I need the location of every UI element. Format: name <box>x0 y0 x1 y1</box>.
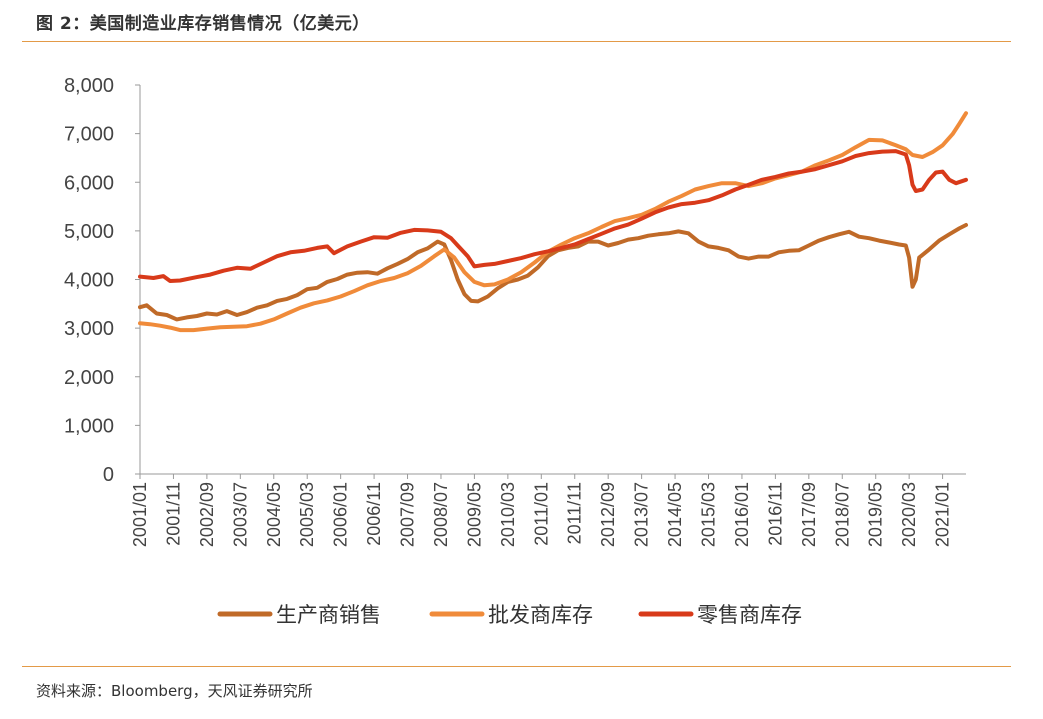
x-tick-label: 2019/05 <box>866 482 886 547</box>
y-tick-label: 8,000 <box>64 75 114 97</box>
x-tick-label: 2004/05 <box>264 482 284 547</box>
x-tick-label: 2018/07 <box>832 482 852 547</box>
x-tick-label: 2013/07 <box>632 482 652 547</box>
series-line-1 <box>138 223 968 322</box>
legend-label-1: 生产商销售 <box>276 603 381 627</box>
x-tick-label: 2016/01 <box>732 482 752 547</box>
x-tick-label: 2021/01 <box>933 482 953 547</box>
x-tick-label: 2015/03 <box>699 482 719 547</box>
x-axis: 2001/01 2001/11 2002/09 2003/07 2004/05 2005/… <box>130 473 966 547</box>
x-tick-label: 2007/09 <box>398 482 418 547</box>
x-tick-label: 2011/11 <box>565 482 585 544</box>
y-tick-label: 0 <box>103 464 114 486</box>
series-line-2 <box>138 111 968 333</box>
x-tick-label: 2009/05 <box>464 482 484 547</box>
source-note: 资料来源：Bloomberg，天风证券研究所 <box>36 682 313 700</box>
y-tick-label: 2,000 <box>64 367 114 389</box>
y-tick-label: 1,000 <box>64 415 114 437</box>
legend-label-2: 批发商库存 <box>488 603 593 627</box>
x-tick-label: 2012/09 <box>598 482 618 547</box>
x-tick-label: 2002/09 <box>197 482 217 547</box>
source-divider <box>22 666 1011 667</box>
y-tick-label: 3,000 <box>64 318 114 340</box>
x-tick-label: 2006/11 <box>364 482 384 546</box>
x-tick-label: 2010/03 <box>498 482 518 547</box>
x-tick-label: 2016/11 <box>765 482 785 546</box>
x-tick-label: 2011/01 <box>531 482 551 546</box>
y-tick-label: 7,000 <box>64 124 114 146</box>
y-axis: 0 1,000 2,000 3,000 4,000 5,000 6,000 7,000 8,00… <box>64 75 141 486</box>
y-tick-label: 4,000 <box>64 270 114 292</box>
series-line-3 <box>138 149 968 283</box>
x-tick-label: 2006/01 <box>331 482 351 547</box>
x-tick-label: 2017/09 <box>799 482 819 547</box>
x-tick-label: 2008/07 <box>431 482 451 547</box>
x-tick-label: 2001/01 <box>130 482 150 547</box>
x-tick-label: 2001/11 <box>163 482 183 546</box>
figure-title: 图 2：美国制造业库存销售情况（亿美元） <box>36 14 370 34</box>
legend-label-3: 零售商库存 <box>697 603 802 627</box>
x-tick-label: 2014/05 <box>665 482 685 547</box>
x-tick-label: 2003/07 <box>230 482 250 547</box>
title-divider <box>22 41 1011 42</box>
x-tick-label: 2005/03 <box>297 482 317 547</box>
series-layer <box>138 111 968 333</box>
x-tick-label: 2020/03 <box>899 482 919 547</box>
y-tick-label: 6,000 <box>64 172 114 194</box>
legend: 生产商销售 批发商库存 零售商库存 <box>217 603 802 627</box>
y-tick-label: 5,000 <box>64 221 114 243</box>
